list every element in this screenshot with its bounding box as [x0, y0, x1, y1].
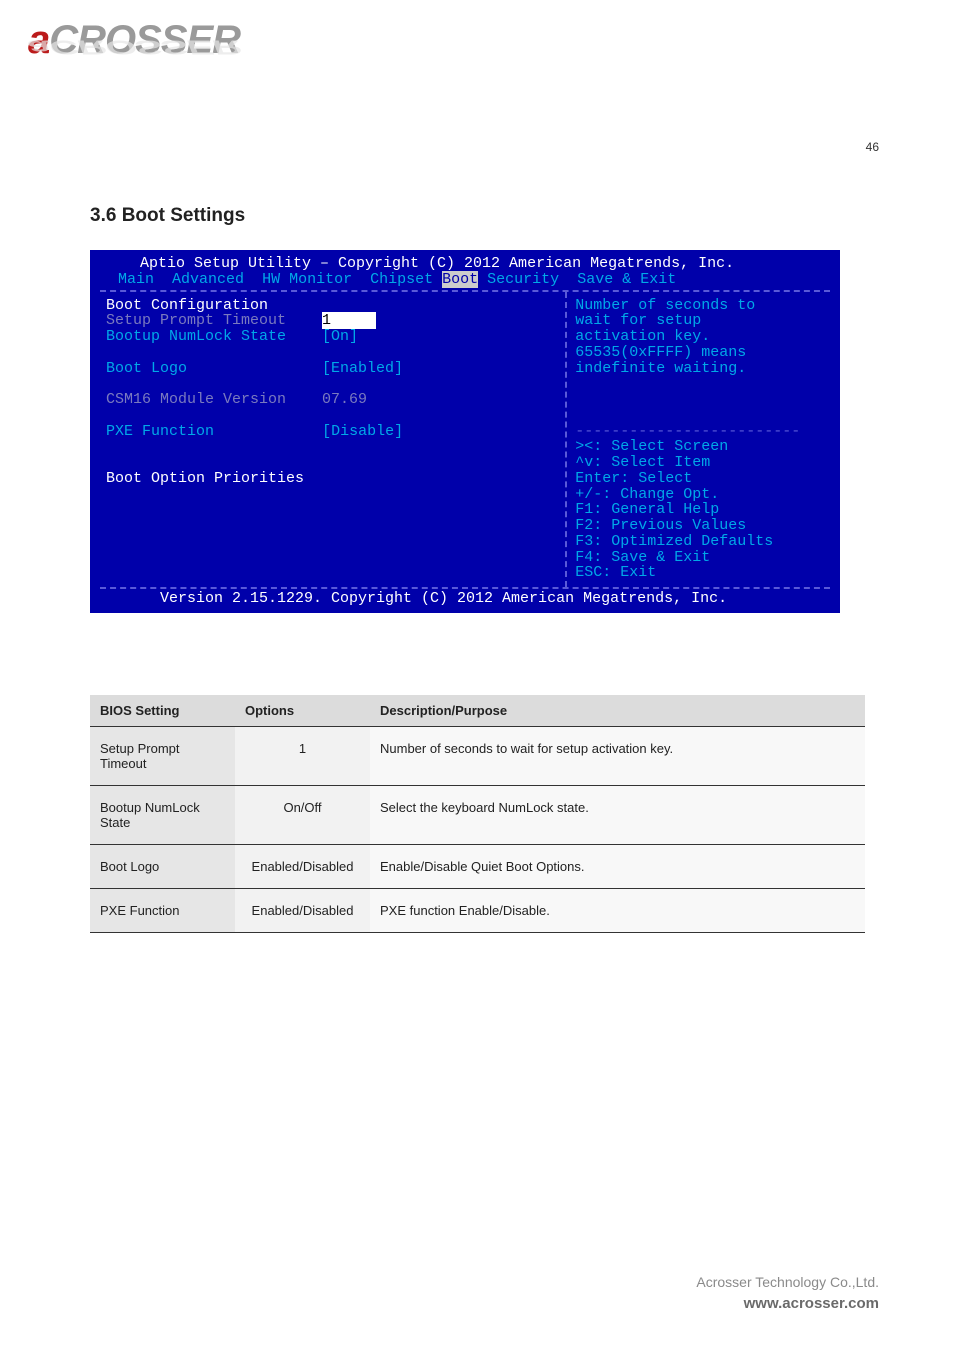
- table-cell: Select the keyboard NumLock state.: [370, 786, 865, 845]
- bios-tab-active: Boot: [442, 271, 478, 288]
- table-cell: Enabled/Disabled: [235, 845, 370, 889]
- table-cell: Enable/Disable Quiet Boot Options.: [370, 845, 865, 889]
- table-header: Options: [235, 695, 370, 727]
- table-cell: Setup Prompt Timeout: [90, 727, 235, 786]
- bios-value-selected: 1: [322, 312, 376, 329]
- table-row: Bootup NumLock State On/Off Select the k…: [90, 786, 865, 845]
- footer-url: www.acrosser.com: [744, 1295, 879, 1312]
- bios-right-panel: Number of seconds to wait for setup acti…: [567, 292, 830, 588]
- table-header: Description/Purpose: [370, 695, 865, 727]
- table-cell: Enabled/Disabled: [235, 889, 370, 933]
- table-cell: 1: [235, 727, 370, 786]
- table-cell: PXE Function: [90, 889, 235, 933]
- table-cell: PXE function Enable/Disable.: [370, 889, 865, 933]
- table-header: BIOS Setting: [90, 695, 235, 727]
- footer-company: Acrosser Technology Co.,Ltd.: [696, 1274, 879, 1290]
- page-number: 46: [866, 140, 879, 154]
- bios-header: Aptio Setup Utility – Copyright (C) 2012…: [100, 256, 830, 272]
- table-header-row: BIOS Setting Options Description/Purpose: [90, 695, 865, 727]
- table-cell: Bootup NumLock State: [90, 786, 235, 845]
- settings-table: BIOS Setting Options Description/Purpose…: [90, 695, 865, 933]
- bios-left-panel: Boot Configuration Setup Prompt Timeout …: [100, 292, 567, 588]
- table-row: PXE Function Enabled/Disabled PXE functi…: [90, 889, 865, 933]
- bios-footer: Version 2.15.1229. Copyright (C) 2012 Am…: [100, 589, 830, 609]
- bios-body: Boot Configuration Setup Prompt Timeout …: [100, 290, 830, 590]
- section-title: 3.6 Boot Settings: [90, 205, 245, 227]
- table-row: Setup Prompt Timeout 1 Number of seconds…: [90, 727, 865, 786]
- table-cell: Number of seconds to wait for setup acti…: [370, 727, 865, 786]
- logo-reflection: aCROSSER: [28, 36, 240, 59]
- bios-screenshot: Aptio Setup Utility – Copyright (C) 2012…: [90, 250, 840, 613]
- table-row: Boot Logo Enabled/Disabled Enable/Disabl…: [90, 845, 865, 889]
- table-cell: On/Off: [235, 786, 370, 845]
- table-cell: Boot Logo: [90, 845, 235, 889]
- bios-tabs: Main Advanced HW Monitor Chipset Boot Se…: [100, 272, 830, 288]
